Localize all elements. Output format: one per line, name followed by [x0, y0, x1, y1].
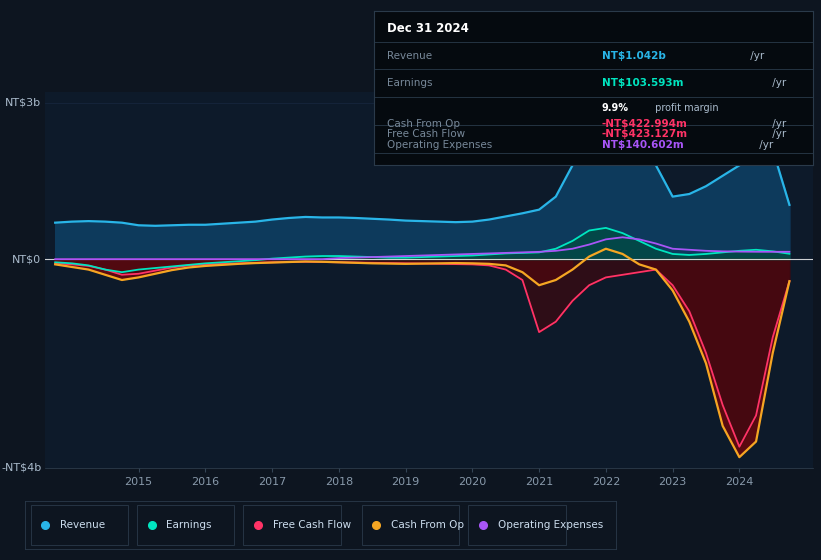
- Text: NT$140.602m: NT$140.602m: [602, 139, 684, 150]
- Text: Earnings: Earnings: [387, 78, 432, 88]
- Bar: [243, 505, 341, 545]
- Text: Operating Expenses: Operating Expenses: [498, 520, 603, 530]
- Text: -NT$423.127m: -NT$423.127m: [602, 129, 688, 139]
- Text: Revenue: Revenue: [387, 51, 432, 61]
- Text: NT$103.593m: NT$103.593m: [602, 78, 683, 88]
- Text: NT$3b: NT$3b: [5, 98, 41, 108]
- Text: -NT$422.994m: -NT$422.994m: [602, 119, 688, 129]
- Text: /yr: /yr: [755, 139, 773, 150]
- Text: /yr: /yr: [769, 119, 787, 129]
- Text: /yr: /yr: [747, 51, 764, 61]
- Text: Revenue: Revenue: [60, 520, 105, 530]
- Text: profit margin: profit margin: [653, 103, 719, 113]
- Text: NT$0: NT$0: [12, 254, 41, 264]
- Text: Cash From Op: Cash From Op: [391, 520, 464, 530]
- Text: Dec 31 2024: Dec 31 2024: [387, 22, 469, 35]
- Text: Operating Expenses: Operating Expenses: [387, 139, 492, 150]
- Text: Free Cash Flow: Free Cash Flow: [273, 520, 351, 530]
- Bar: [137, 505, 235, 545]
- Text: Earnings: Earnings: [167, 520, 212, 530]
- Bar: [30, 505, 128, 545]
- Text: /yr: /yr: [769, 129, 787, 139]
- Text: NT$1.042b: NT$1.042b: [602, 51, 666, 61]
- Text: Cash From Op: Cash From Op: [387, 119, 460, 129]
- Text: /yr: /yr: [769, 78, 787, 88]
- Text: 9.9%: 9.9%: [602, 103, 629, 113]
- Text: -NT$4b: -NT$4b: [1, 463, 41, 473]
- Text: Free Cash Flow: Free Cash Flow: [387, 129, 465, 139]
- Bar: [361, 505, 459, 545]
- Bar: [468, 505, 566, 545]
